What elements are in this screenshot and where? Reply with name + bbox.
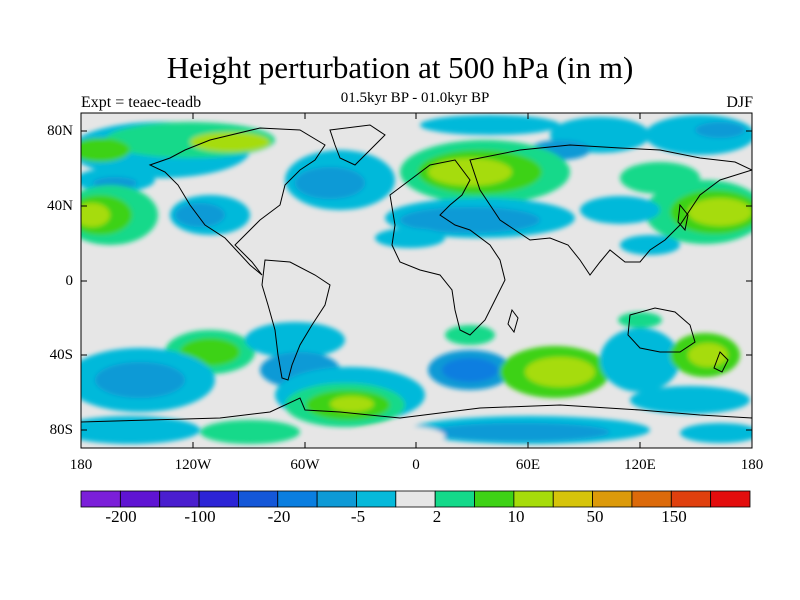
lat-label-0: 0 bbox=[65, 273, 74, 289]
lat-label-80s: 80S bbox=[49, 422, 73, 438]
colorbar-swatch bbox=[552, 490, 593, 508]
anomaly-cell bbox=[430, 423, 610, 441]
colorbar-swatch bbox=[395, 490, 436, 508]
anomaly-cell bbox=[428, 158, 512, 186]
lon-label-120w: 120W bbox=[174, 457, 212, 473]
lat-label-80n: 80N bbox=[47, 123, 73, 139]
lon-label-120e: 120E bbox=[624, 457, 656, 473]
anomaly-cell bbox=[688, 343, 728, 367]
asia-coast bbox=[469, 144, 752, 276]
colorbar-label: 50 bbox=[586, 507, 604, 526]
colorbar-swatch bbox=[710, 490, 751, 508]
anomaly-cell bbox=[680, 423, 752, 443]
anomaly-cell bbox=[400, 207, 540, 233]
anomaly-cell bbox=[420, 115, 560, 135]
anomaly-cell bbox=[245, 322, 345, 358]
map-subtitle: 01.5kyr BP - 01.0kyr BP bbox=[340, 90, 490, 106]
south-america-coast bbox=[261, 259, 331, 381]
anomaly-cell bbox=[200, 420, 300, 444]
anomaly-cell bbox=[81, 416, 200, 444]
anomaly-cell bbox=[81, 138, 130, 162]
anomaly-cell bbox=[81, 203, 110, 227]
colorbar-swatch bbox=[513, 490, 554, 508]
lat-label-40s: 40S bbox=[49, 347, 73, 363]
madagascar-coast bbox=[507, 308, 519, 334]
anomaly-cell bbox=[355, 426, 445, 446]
europe-africa-coast bbox=[389, 159, 506, 336]
coastlines bbox=[81, 124, 752, 423]
anomaly-cell bbox=[580, 196, 660, 224]
colorbar-swatch bbox=[592, 490, 633, 508]
anomaly-cell bbox=[618, 312, 662, 328]
lon-label-60w: 60W bbox=[290, 457, 320, 473]
anomaly-cell bbox=[330, 396, 374, 412]
anomaly-cell bbox=[630, 386, 750, 414]
anomaly-cell bbox=[375, 228, 445, 248]
anomaly-cell bbox=[695, 122, 745, 138]
new-zealand-coast bbox=[713, 351, 729, 373]
colorbar-label: 2 bbox=[432, 507, 442, 526]
colorbar-label: -20 bbox=[267, 507, 291, 526]
anomaly-cell bbox=[175, 203, 225, 227]
anomaly-cell bbox=[688, 198, 752, 226]
north-america-coast bbox=[148, 127, 326, 276]
colorbar-label: 10 bbox=[507, 507, 525, 526]
colorbar bbox=[80, 490, 751, 508]
colorbar-swatch bbox=[277, 490, 318, 508]
anomaly-cell bbox=[620, 235, 680, 255]
colorbar-swatch bbox=[119, 490, 161, 508]
anomaly-cell bbox=[525, 357, 595, 387]
lon-label-60e: 60E bbox=[515, 457, 541, 473]
australia-coast bbox=[627, 307, 696, 353]
anomaly-cell bbox=[442, 358, 498, 382]
experiment-label: Expt = teaec-teadb bbox=[81, 94, 202, 111]
colorbar-label: -100 bbox=[184, 507, 216, 526]
season-label: DJF bbox=[726, 94, 753, 111]
contour-field bbox=[81, 113, 752, 448]
colorbar-label: 150 bbox=[661, 507, 687, 526]
anomaly-cell bbox=[190, 132, 270, 152]
anomaly-cell bbox=[95, 362, 185, 398]
colorbar-swatch bbox=[238, 490, 279, 508]
colorbar-swatch bbox=[474, 490, 515, 508]
colorbar-swatch bbox=[631, 490, 672, 508]
map-title: Height perturbation at 500 hPa (in m) bbox=[166, 50, 634, 85]
colorbar-swatch bbox=[80, 490, 121, 508]
anomaly-cell bbox=[295, 167, 365, 199]
colorbar-label: -200 bbox=[105, 507, 137, 526]
colorbar-swatch bbox=[316, 490, 357, 508]
colorbar-label: -5 bbox=[350, 507, 366, 526]
colorbar-swatch bbox=[356, 490, 397, 508]
lon-label-180w: 180 bbox=[69, 457, 93, 473]
lon-label-0: 0 bbox=[412, 457, 420, 473]
axis-ticks bbox=[81, 113, 752, 448]
japan-coast bbox=[677, 203, 689, 232]
lon-label-180e: 180 bbox=[740, 457, 764, 473]
lat-label-40n: 40N bbox=[47, 198, 73, 214]
colorbar-swatch bbox=[670, 490, 712, 508]
colorbar-swatch bbox=[159, 490, 200, 508]
greenland-coast bbox=[329, 124, 386, 166]
antarctica-coast bbox=[81, 397, 752, 423]
colorbar-swatch bbox=[198, 490, 239, 508]
anomaly-cell bbox=[600, 328, 680, 392]
colorbar-swatch bbox=[434, 490, 475, 508]
